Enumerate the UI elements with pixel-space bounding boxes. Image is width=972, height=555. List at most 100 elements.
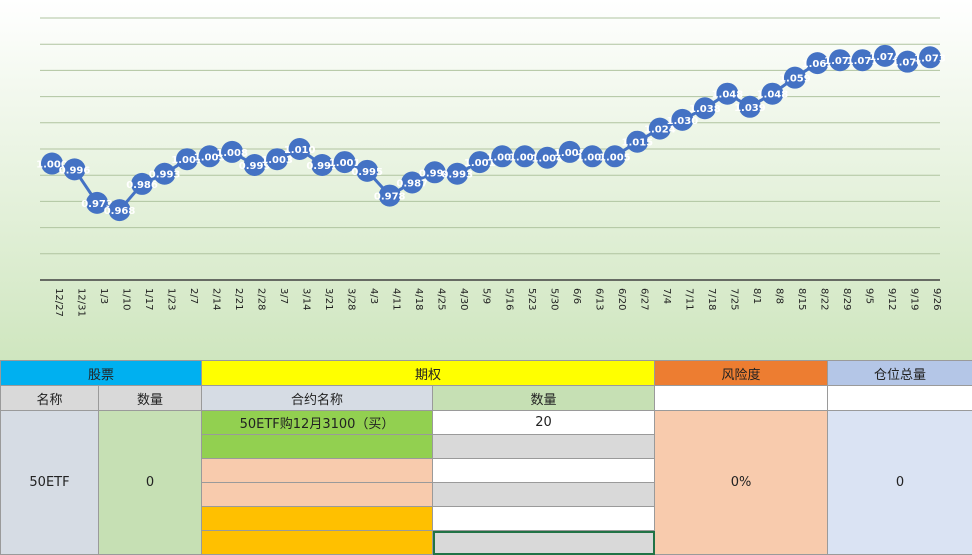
data-point[interactable] [446,162,469,185]
x-tick-label: 1/3 [98,288,109,304]
data-point[interactable] [423,161,446,184]
x-tick-label: 4/30 [458,288,469,310]
data-point[interactable] [896,50,919,73]
data-point[interactable] [648,117,671,140]
x-tick-label: 2/14 [211,288,222,310]
position-header-blank[interactable] [827,385,972,411]
data-point[interactable] [491,145,514,168]
data-point[interactable] [333,151,356,174]
data-point[interactable] [356,159,379,182]
header-option-qty[interactable]: 数量 [432,385,656,411]
x-tick-label: 1/10 [121,288,132,310]
data-point[interactable] [536,146,559,169]
data-point[interactable] [378,184,401,207]
data-point[interactable] [288,138,311,160]
header-name[interactable]: 名称 [0,385,99,411]
data-point[interactable] [86,191,109,214]
data-label: 1.000 [36,160,68,171]
data-point[interactable] [716,82,739,105]
risk-header-blank[interactable] [654,385,829,411]
data-point[interactable] [873,44,896,67]
data-point[interactable] [581,145,604,168]
data-label: 1.038 [689,104,721,115]
x-tick-label: 3/14 [301,288,312,310]
option-qty-cell-3[interactable] [432,458,656,483]
x-tick-label: 8/22 [818,288,829,310]
position-value-cell[interactable]: 0 [827,410,972,555]
option-contract-cell-1[interactable]: 50ETF购12月3100（买） [201,410,434,435]
data-point[interactable] [738,95,761,118]
data-label: 1.073 [914,53,946,64]
data-label: 1.010 [284,145,316,156]
option-qty-cell-6[interactable] [432,530,656,555]
stock-qty-cell[interactable]: 0 [97,410,203,555]
x-tick-label: 5/23 [526,288,537,310]
data-point[interactable] [131,172,154,195]
data-label: 1.008 [216,148,248,159]
x-tick-label: 4/11 [391,288,402,310]
data-label: 1.004 [531,154,563,165]
data-label: 1.069 [802,59,834,70]
data-point[interactable] [401,171,424,194]
x-tick-label: 7/4 [661,288,672,304]
x-tick-label: 1/23 [166,288,177,310]
data-point[interactable] [558,140,581,163]
option-contract-cell-2[interactable] [201,434,434,459]
x-tick-label: 6/13 [593,288,604,310]
data-point[interactable] [851,49,874,72]
data-point[interactable] [513,145,536,168]
data-label: 1.070 [892,58,924,69]
data-point[interactable] [243,154,266,177]
x-tick-label: 4/18 [413,288,424,310]
group-stock[interactable]: 股票 [0,360,203,386]
option-contract-cell-6[interactable] [201,530,434,555]
data-point[interactable] [693,97,716,120]
data-label: 1.048 [712,90,744,101]
chart-area: 1.000 12/27 0.996 12/31 0.973 1/3 0.968 1/10 0.9… [0,0,972,360]
option-qty-cell-2[interactable] [432,434,656,459]
x-tick-label: 3/7 [278,288,289,304]
data-point[interactable] [626,130,649,153]
header-contract[interactable]: 合约名称 [201,385,434,411]
data-point[interactable] [468,151,491,174]
option-qty-cell-1[interactable]: 20 [432,410,656,435]
data-point[interactable] [761,82,784,105]
data-label: 1.005 [576,152,608,163]
data-point[interactable] [828,49,851,72]
x-tick-label: 7/11 [683,288,694,310]
x-tick-label: 1/17 [143,288,154,310]
option-contract-cell-5[interactable] [201,506,434,531]
header-qty[interactable]: 数量 [97,385,203,411]
data-point[interactable] [176,148,199,171]
data-point[interactable] [311,154,334,177]
option-qty-cell-4[interactable] [432,482,656,507]
data-point[interactable] [63,158,86,181]
data-point[interactable] [221,140,244,163]
data-label: 1.001 [464,158,496,169]
data-point[interactable] [198,145,221,168]
data-point[interactable] [108,199,131,222]
option-contract-cell-3[interactable] [201,458,434,483]
data-point[interactable] [603,145,626,168]
data-label: 0.978 [374,192,406,203]
data-point[interactable] [671,108,694,131]
x-tick-label: 4/25 [436,288,447,310]
data-point[interactable] [41,152,63,175]
x-tick-label: 2/28 [256,288,267,310]
data-point[interactable] [153,162,176,185]
data-label: 0.994 [419,168,451,179]
x-tick-label: 8/1 [751,288,762,304]
risk-value-cell[interactable]: 0% [654,410,829,555]
group-risk[interactable]: 风险度 [654,360,829,386]
x-tick-label: 6/20 [616,288,627,310]
data-label: 1.039 [734,103,766,114]
option-qty-cell-5[interactable] [432,506,656,531]
data-point[interactable] [783,66,806,89]
option-contract-cell-4[interactable] [201,482,434,507]
stock-name-cell[interactable]: 50ETF [0,410,99,555]
data-point[interactable] [266,148,289,171]
group-option[interactable]: 期权 [201,360,656,386]
data-point[interactable] [806,52,829,75]
group-position[interactable]: 仓位总量 [827,360,972,386]
data-point[interactable] [919,46,941,69]
